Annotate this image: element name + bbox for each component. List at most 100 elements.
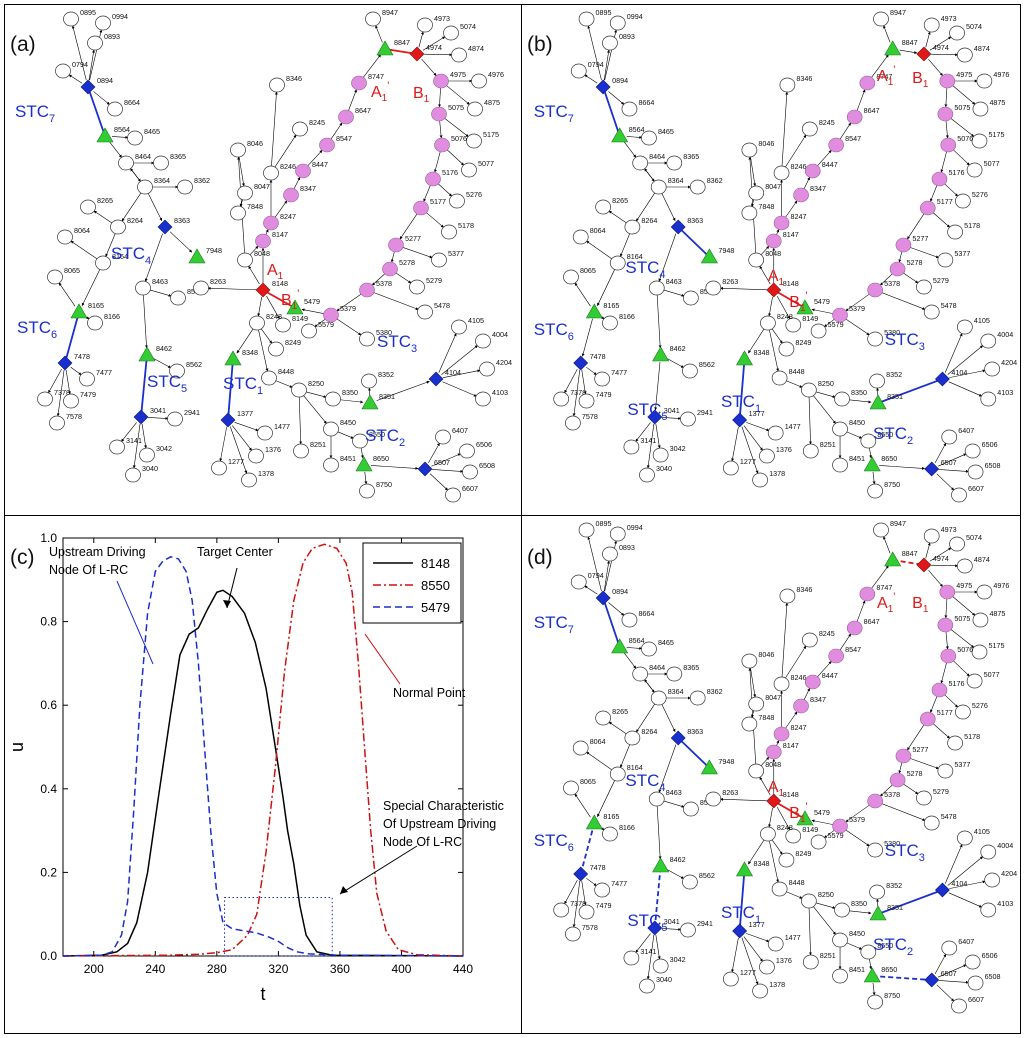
blue-node-7478 <box>573 866 589 882</box>
network-edge <box>65 369 71 395</box>
red-node-8148 <box>766 282 782 298</box>
network-edge <box>940 151 947 173</box>
blue-node-7478 <box>57 355 73 371</box>
pink-node-8447 <box>804 674 821 690</box>
node-0994 <box>609 15 626 31</box>
node-8164 <box>609 766 626 782</box>
node-8065 <box>563 780 579 796</box>
node-1378 <box>752 472 768 488</box>
node-4875 <box>972 101 989 117</box>
network-edge <box>899 49 918 54</box>
node-label-8564: 8564 <box>629 125 645 134</box>
node-label-4974: 4974 <box>933 554 949 563</box>
cluster-link <box>579 822 596 875</box>
node-label-8450: 8450 <box>340 418 356 427</box>
node-label-0994: 0994 <box>627 523 643 532</box>
node-label-8247: 8247 <box>791 212 807 221</box>
node-label-8465: 8465 <box>658 127 674 136</box>
node-label-1477: 1477 <box>274 422 290 431</box>
network-edge <box>947 856 984 886</box>
stc-label: STC2 <box>873 424 913 447</box>
network-edge <box>950 118 975 137</box>
network-edge <box>936 473 955 491</box>
node-5478 <box>923 304 940 320</box>
x-tick-label: 200 <box>84 962 104 976</box>
network-edge <box>572 880 581 928</box>
node-5279 <box>916 790 932 806</box>
network-edge <box>58 282 76 307</box>
node-label-8462: 8462 <box>156 344 172 353</box>
node-label-3141: 3141 <box>640 436 656 445</box>
node-2941 <box>167 411 183 427</box>
node-label-8463: 8463 <box>152 277 168 286</box>
network-edge <box>584 74 598 84</box>
node-label-8166: 8166 <box>104 312 120 321</box>
node-7578 <box>565 926 581 942</box>
node-label-4976: 4976 <box>993 581 1009 590</box>
network-edge <box>422 36 446 51</box>
node-4004 <box>475 333 491 349</box>
node-label-4103: 4103 <box>492 388 508 397</box>
node-4874 <box>957 47 973 63</box>
node-label-7477: 7477 <box>611 879 627 888</box>
node-label-6508: 6508 <box>985 972 1001 981</box>
node-label-7578: 7578 <box>582 412 598 421</box>
network-edge <box>746 933 770 943</box>
network-edge <box>743 936 763 962</box>
network-edge <box>785 200 798 218</box>
network-edge <box>608 91 625 105</box>
network-edge <box>337 431 354 439</box>
node-label-8148: 8148 <box>783 790 799 799</box>
node-label-8747: 8747 <box>876 72 892 81</box>
series-line-5479 <box>62 555 464 957</box>
node-label-4973: 4973 <box>941 14 957 23</box>
green-node-7948 <box>188 248 206 264</box>
node-label-3040: 3040 <box>656 975 672 984</box>
node-label-8346: 8346 <box>796 585 812 594</box>
node-1378 <box>752 983 768 999</box>
node-label-8247: 8247 <box>791 723 807 732</box>
node-label-0794: 0794 <box>588 571 604 580</box>
node-label-8250: 8250 <box>308 379 324 388</box>
stc-label: STC1 <box>721 903 761 926</box>
node-5276 <box>449 193 465 209</box>
legend-label: 8550 <box>421 578 450 593</box>
cluster-link <box>140 354 148 418</box>
node-8352 <box>869 884 885 900</box>
network-edge <box>301 308 325 314</box>
network-edge <box>808 907 812 956</box>
node-label-1477: 1477 <box>785 933 801 942</box>
network-edge <box>219 426 228 462</box>
annotations: Upstream Driving Node Of L-RC Target Cente… <box>49 545 504 895</box>
node-label-8947: 8947 <box>890 8 906 17</box>
node-label-4974: 4974 <box>426 43 442 52</box>
node-label-5074: 5074 <box>460 22 476 31</box>
network-edge <box>883 536 891 554</box>
node-label-5076: 5076 <box>451 134 467 143</box>
node-label-4875: 4875 <box>484 98 500 107</box>
node-0994 <box>609 526 626 542</box>
panel-b-label: (b) <box>527 33 553 56</box>
network-edge <box>803 688 810 700</box>
network-edge <box>944 844 963 884</box>
node-label-4204: 4204 <box>1001 869 1017 878</box>
node-label-4974: 4974 <box>933 43 949 52</box>
cluster-point-label: B1 <box>912 595 929 615</box>
node-label-4104: 4104 <box>445 368 461 377</box>
network-edge <box>776 229 780 235</box>
network-edge <box>907 213 925 240</box>
node-5579 <box>301 323 317 339</box>
network-edge <box>768 807 773 828</box>
node-8249 <box>268 341 284 357</box>
node-8450 <box>832 932 848 948</box>
network-d: 0895 0994 0893 0794 0894 8664 8564 8465 8464 8365… <box>534 519 1017 1014</box>
pink-node-8347 <box>283 187 299 203</box>
network-edge <box>626 135 643 139</box>
stc-label: STC6 <box>17 318 57 341</box>
node-8550 <box>860 433 877 449</box>
node-label-8265: 8265 <box>612 707 628 716</box>
stc-labels: STC7 STC4 STC6 STC5 STC1 STC3 STC2 <box>534 613 925 958</box>
node-8250 <box>291 382 307 398</box>
green-node-7948 <box>700 248 718 264</box>
